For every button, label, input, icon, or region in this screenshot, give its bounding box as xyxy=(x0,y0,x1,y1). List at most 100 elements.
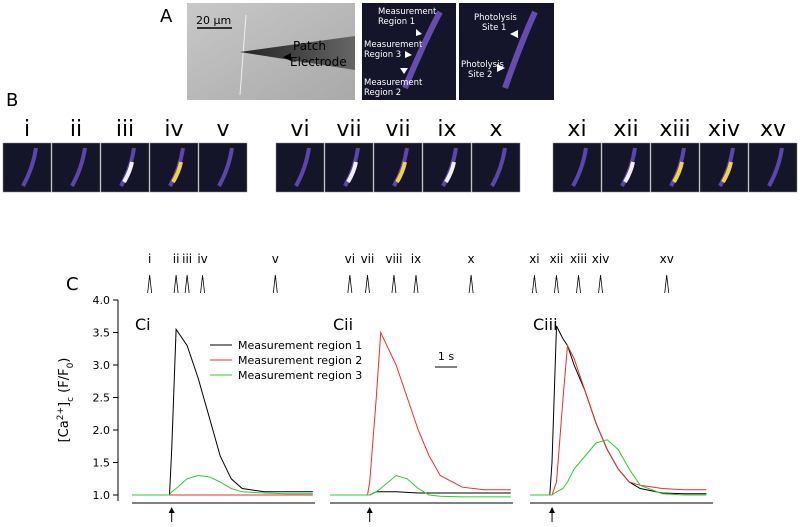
legend: Measurement region 1 Measurement region 2… xyxy=(210,339,362,382)
frame-marker xyxy=(664,274,670,294)
frame-label: xv xyxy=(660,252,674,266)
frame-label: xiv xyxy=(708,117,740,142)
frame-label: ix xyxy=(411,252,421,266)
cell xyxy=(70,147,87,187)
frame-label: xv xyxy=(760,117,786,142)
trace xyxy=(132,327,313,496)
thumbnail xyxy=(373,142,423,193)
region-label: Measurement xyxy=(364,40,423,50)
stimulus-arrowhead xyxy=(168,507,175,513)
frame-label: xi xyxy=(567,117,586,142)
cell xyxy=(21,147,38,187)
arrow xyxy=(283,53,291,61)
frame-marker xyxy=(184,274,190,294)
frame-label: xiv xyxy=(592,252,610,266)
frame-marker xyxy=(147,274,153,294)
legend-label: Measurement region 2 xyxy=(238,354,362,367)
site-label: Site 1 xyxy=(482,23,506,33)
stimulus-arrowhead xyxy=(366,507,373,513)
frame-label: xiii xyxy=(570,252,587,266)
arrow xyxy=(400,68,408,74)
y-axis-label-part: c xyxy=(66,397,76,402)
frame-marker xyxy=(272,274,278,294)
region-label: Region 2 xyxy=(364,88,401,98)
scale-label: 20 µm xyxy=(196,14,231,27)
y-axis-label-part: 2+ xyxy=(56,407,66,420)
frame-label: v xyxy=(216,117,229,142)
frame-label: vii xyxy=(361,252,375,266)
y-tick-label: 1.5 xyxy=(93,457,111,470)
calcium xyxy=(395,161,407,184)
y-tick-label: 4.0 xyxy=(93,294,111,307)
y-tick-label: 3.0 xyxy=(93,359,111,372)
frame-label: iii xyxy=(116,117,134,142)
calcium xyxy=(672,161,684,184)
panel-label: A xyxy=(160,6,173,27)
thumbnail xyxy=(748,142,798,193)
trace xyxy=(330,474,511,498)
cell xyxy=(571,147,588,187)
panel-label: Ci xyxy=(135,315,151,334)
y-axis-label-part: ] xyxy=(57,402,72,407)
frame-label: iv xyxy=(164,117,183,142)
stimulus-arrowhead xyxy=(549,507,556,513)
thumbnail xyxy=(149,142,199,193)
frame-marker xyxy=(554,274,559,294)
panel-label: Cii xyxy=(333,315,353,334)
trace xyxy=(530,343,707,496)
scale-bar-label: 1 s xyxy=(438,350,454,363)
frame-label: i xyxy=(24,117,30,142)
cell xyxy=(217,147,234,187)
frame-label: vi xyxy=(290,117,309,142)
y-axis-label: [Ca2+]c (F/F0) xyxy=(56,358,76,443)
frame-label: iii xyxy=(182,252,192,266)
frame-label: vii xyxy=(385,117,410,142)
thumbnail xyxy=(198,142,248,193)
calcium xyxy=(444,161,456,184)
electrode-label: Patch xyxy=(293,39,326,53)
thumbnail xyxy=(650,142,700,193)
frame-label: ii xyxy=(173,252,180,266)
cell-edge xyxy=(239,14,247,96)
arrow xyxy=(497,64,505,72)
calcium xyxy=(122,161,134,184)
frame-label: x xyxy=(468,252,475,266)
thumbnail xyxy=(2,142,52,193)
site-label: Photolysis xyxy=(474,13,517,23)
y-axis-label-part: [Ca xyxy=(57,420,72,442)
frame-label: ix xyxy=(437,117,456,142)
legend-label: Measurement region 1 xyxy=(238,339,362,352)
thumbnail xyxy=(324,142,374,193)
region-label: Measurement xyxy=(378,7,437,17)
frame-marker xyxy=(347,274,353,294)
cell xyxy=(502,10,538,90)
region-label: Region 1 xyxy=(378,17,415,27)
frame-label: v xyxy=(272,252,279,266)
y-tick-label: 1.0 xyxy=(93,489,111,502)
frame-label: vi xyxy=(345,252,355,266)
frame-marker xyxy=(468,274,474,294)
thumbnail xyxy=(601,142,651,193)
frame-label: xii xyxy=(613,117,638,142)
y-tick-label: 3.5 xyxy=(93,327,111,340)
arrow xyxy=(405,51,412,58)
panel-label: Ciii xyxy=(533,315,558,334)
frame-label: iv xyxy=(197,252,207,266)
frame-marker xyxy=(365,274,370,294)
panel-label: C xyxy=(66,274,79,295)
calcium xyxy=(171,161,183,184)
frame-label: xi xyxy=(529,252,539,266)
y-tick-label: 2.0 xyxy=(93,424,111,437)
frame-marker xyxy=(532,274,537,294)
cell xyxy=(294,147,311,187)
trace xyxy=(530,439,707,496)
frame-label: vii xyxy=(336,117,361,142)
arrow xyxy=(510,30,518,38)
thumbnail xyxy=(422,142,472,193)
frame-label: xii xyxy=(550,252,564,266)
y-axis-label-part: ) xyxy=(57,358,72,363)
site-label: Photolysis xyxy=(461,60,504,70)
thumbnail xyxy=(275,142,325,193)
frame-label: xiii xyxy=(659,117,690,142)
